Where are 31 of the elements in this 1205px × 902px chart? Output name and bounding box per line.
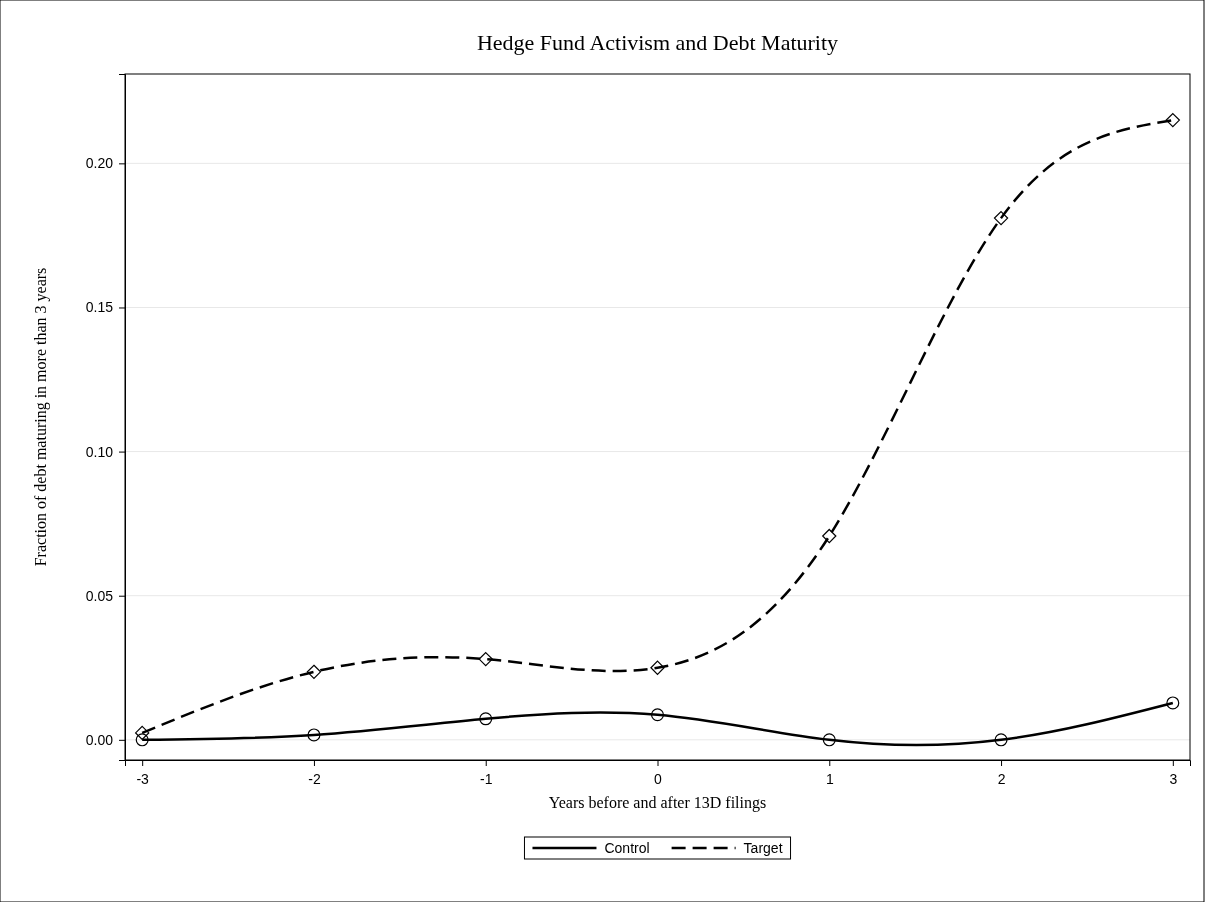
point (478, 651, 493, 667)
point (994, 733, 1008, 747)
legend-label: Target (743, 840, 783, 856)
point (1166, 696, 1180, 710)
x-axis-title: Years before and after 13D filings (548, 794, 767, 812)
y-tick-label: 0.00 (85, 731, 114, 748)
point (479, 712, 493, 726)
y-tick-label: 0.20 (85, 155, 114, 172)
y-tick-label: 0.15 (85, 299, 114, 316)
x-tick-label: -2 (308, 770, 321, 787)
x-tick-label: -3 (136, 770, 150, 787)
y-axis-title: Fraction of debt maturing in more than 3 years (32, 267, 50, 567)
chart-title: Hedge Fund Activism and Debt Maturity (476, 30, 839, 55)
point (135, 733, 149, 747)
point (822, 733, 836, 747)
point (306, 664, 322, 679)
y-tick-label: 0.05 (85, 587, 114, 604)
point (650, 660, 665, 675)
point (1165, 112, 1180, 128)
point (993, 210, 1009, 226)
point (822, 528, 837, 544)
y-tick-label: 0.10 (85, 443, 114, 460)
x-tick-label: 1 (825, 770, 834, 787)
point (650, 708, 665, 722)
x-tick-label: 2 (997, 770, 1006, 787)
x-tick-label: 0 (654, 770, 663, 787)
point (135, 725, 150, 741)
legend-label: Control (604, 840, 650, 856)
point (307, 728, 321, 742)
x-tick-label: 3 (1169, 770, 1178, 787)
x-tick-label: -1 (480, 770, 493, 787)
